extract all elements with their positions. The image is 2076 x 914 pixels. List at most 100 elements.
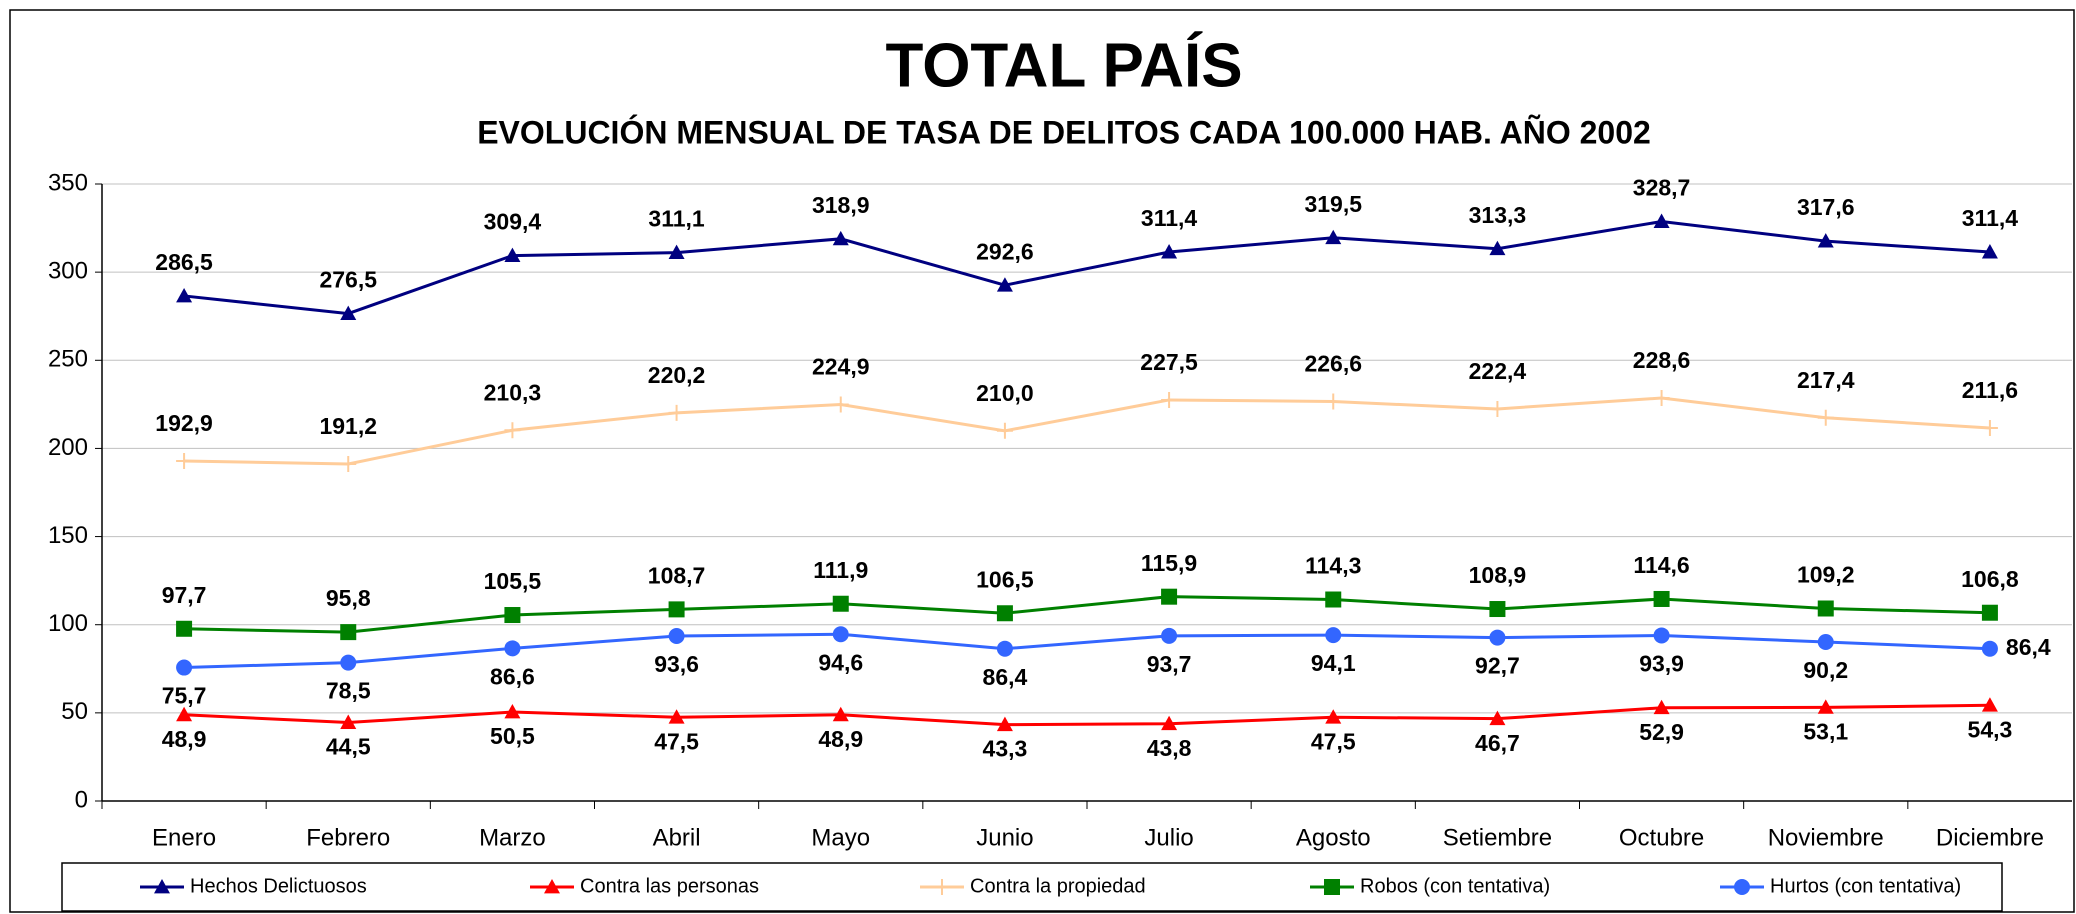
value-label: 311,1: [648, 206, 704, 232]
data-point: [504, 247, 521, 262]
y-tick-label: 200: [48, 434, 88, 461]
data-point: [832, 626, 849, 643]
x-tick-label: Marzo: [479, 824, 546, 851]
value-label: 228,6: [1633, 347, 1691, 373]
value-label: 48,9: [818, 726, 863, 752]
data-point: [1817, 600, 1834, 617]
value-label: 111,9: [813, 557, 868, 583]
data-point: [1489, 710, 1506, 726]
series-line: [184, 595, 1990, 634]
value-label: 210,0: [976, 380, 1034, 406]
data-point: [1653, 390, 1670, 407]
data-point: [1161, 588, 1178, 605]
data-point: [996, 422, 1013, 439]
value-label: 224,9: [812, 354, 870, 380]
data-point: [176, 620, 193, 637]
data-point: [340, 624, 357, 641]
value-label: 108,7: [648, 562, 706, 588]
data-point: [1817, 409, 1834, 426]
data-point: [996, 605, 1013, 622]
data-point: [176, 659, 193, 676]
data-point: [176, 706, 193, 722]
data-point: [1161, 627, 1178, 644]
data-point: [996, 640, 1013, 657]
data-point: [1653, 590, 1670, 607]
value-label: 292,6: [976, 238, 1034, 264]
data-point: [1981, 640, 1998, 657]
value-label: 211,6: [1962, 377, 2018, 403]
x-tick-label: Noviembre: [1768, 824, 1884, 851]
y-tick-label: 50: [61, 698, 88, 725]
x-tick-label: Octubre: [1619, 824, 1704, 851]
legend-marker: [544, 879, 560, 894]
value-label: 94,6: [818, 649, 863, 675]
value-label: 220,2: [648, 362, 706, 388]
value-label: 108,9: [1469, 562, 1527, 588]
data-point: [1489, 629, 1506, 646]
legend-label: Hurtos (con tentativa): [1770, 875, 1961, 897]
data-point: [1653, 627, 1670, 644]
value-label: 222,4: [1469, 358, 1527, 384]
value-label: 114,6: [1633, 552, 1689, 578]
x-tick-label: Mayo: [811, 824, 870, 851]
value-label: 53,1: [1803, 718, 1848, 744]
legend-label: Contra la propiedad: [970, 875, 1146, 897]
value-label: 78,5: [326, 678, 371, 704]
data-point: [1325, 627, 1342, 644]
value-label: 93,9: [1639, 651, 1684, 677]
y-tick-label: 250: [48, 346, 88, 373]
data-point: [1653, 699, 1670, 715]
chart-title: TOTAL PAÍS: [885, 31, 1242, 100]
data-point: [1817, 699, 1834, 714]
value-label: 75,7: [162, 683, 207, 709]
data-point: [1981, 697, 1998, 712]
value-label: 86,4: [2006, 634, 2051, 660]
data-point: [1161, 715, 1178, 731]
value-label: 319,5: [1304, 191, 1362, 217]
chart-subtitle: EVOLUCIÓN MENSUAL DE TASA DE DELITOS CAD…: [477, 114, 1651, 150]
value-label: 217,4: [1797, 367, 1855, 393]
value-label: 43,3: [983, 736, 1028, 762]
value-label: 90,2: [1803, 657, 1848, 683]
value-label: 317,6: [1797, 194, 1855, 220]
x-tick-label: Abril: [653, 824, 701, 851]
value-label: 309,4: [484, 209, 542, 235]
data-point: [1981, 419, 1998, 436]
series-line: [184, 703, 1990, 727]
data-point: [1325, 229, 1342, 245]
series-line: [184, 396, 1991, 466]
x-tick-label: Agosto: [1296, 824, 1371, 851]
value-label: 276,5: [319, 267, 377, 293]
data-point: [1981, 604, 1998, 621]
data-point: [1653, 213, 1670, 228]
value-label: 328,7: [1633, 175, 1691, 201]
value-label: 311,4: [1962, 205, 2018, 231]
value-label: 109,2: [1797, 562, 1855, 588]
value-label: 93,6: [654, 651, 699, 677]
value-label: 313,3: [1469, 202, 1527, 228]
value-label: 47,5: [654, 728, 699, 754]
legend-label: Hechos Delictuosos: [190, 875, 367, 897]
data-point: [1489, 240, 1506, 256]
value-label: 318,9: [812, 192, 870, 218]
data-point: [668, 709, 685, 724]
x-tick-label: Enero: [152, 824, 216, 851]
data-point: [832, 595, 849, 612]
value-label: 311,4: [1141, 205, 1197, 231]
data-point: [1817, 233, 1834, 248]
x-tick-label: Diciembre: [1936, 824, 2044, 851]
value-label: 47,5: [1311, 728, 1356, 754]
data-point: [176, 287, 193, 303]
data-point: [504, 640, 521, 657]
data-point: [832, 706, 849, 722]
x-tick-label: Julio: [1144, 824, 1193, 851]
y-tick-label: 300: [48, 257, 88, 284]
data-point: [668, 244, 685, 259]
data-point: [832, 230, 849, 246]
value-label: 106,8: [1961, 566, 2019, 592]
data-point: [1489, 601, 1506, 618]
data-point: [1325, 393, 1342, 410]
value-label: 191,2: [319, 413, 377, 439]
value-label: 97,7: [162, 582, 207, 608]
